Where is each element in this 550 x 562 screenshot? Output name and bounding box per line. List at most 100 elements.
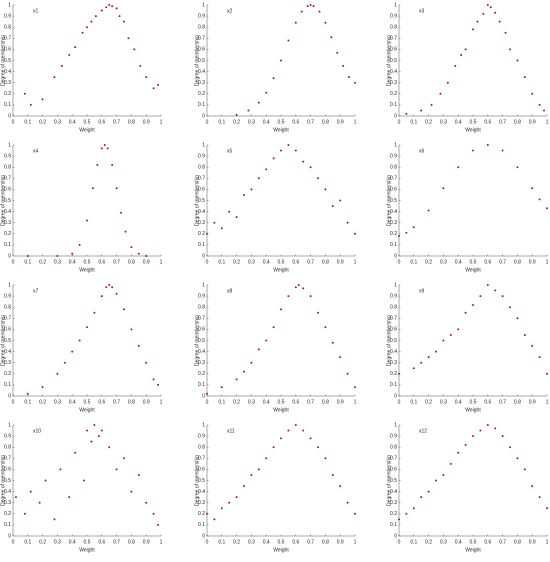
y-tick-label: 0.4 xyxy=(390,489,397,495)
point xyxy=(100,9,103,12)
point xyxy=(516,59,519,62)
x-axis-label: Weight xyxy=(465,267,481,273)
point xyxy=(100,147,103,150)
point xyxy=(250,188,253,191)
y-tick-label: 0.3 xyxy=(390,80,397,86)
point xyxy=(265,91,268,94)
y-tick-label: 0.4 xyxy=(390,69,397,75)
x-tick-label: 0.6 xyxy=(292,259,299,265)
point xyxy=(68,53,71,56)
y-axis-label: Degree of membership xyxy=(0,35,6,86)
point xyxy=(494,289,497,292)
point xyxy=(265,457,268,460)
point xyxy=(486,284,489,286)
point xyxy=(435,350,437,353)
y-tick-label: 0.6 xyxy=(198,47,205,53)
x-tick-label: 1 xyxy=(160,119,163,125)
y-tick-label: 0.1 xyxy=(390,522,397,528)
y-tick-label: 1 xyxy=(394,282,397,288)
point xyxy=(398,372,400,375)
y-tick-label: 0.2 xyxy=(4,511,11,517)
point xyxy=(137,473,140,476)
y-tick-label: 0.1 xyxy=(390,382,397,388)
y-tick-label: 0.1 xyxy=(4,522,11,528)
y-tick-label: 0.6 xyxy=(4,187,11,193)
point xyxy=(23,512,26,515)
x-tick-label: 0.8 xyxy=(514,399,521,405)
panel: 0 0.1 0.2 0.3 0.4 0.5 0.6 0.7 0.8 0.9 1 0 0.1 0.2 0.3 0… xyxy=(0,2,162,133)
x-tick-label: 0.2 xyxy=(425,399,432,405)
y-tick-label: 0.9 xyxy=(198,433,205,439)
x-tick-label: 0.3 xyxy=(440,399,447,405)
y-tick-label: 0.6 xyxy=(4,467,11,473)
point xyxy=(398,235,400,238)
x-tick-label: 0.1 xyxy=(24,539,31,545)
x-tick-label: 0 xyxy=(206,259,209,265)
point xyxy=(14,496,17,499)
x-tick-label: 0.8 xyxy=(514,539,521,545)
x-tick-label: 0.2 xyxy=(425,539,432,545)
x-tick-label: 0.8 xyxy=(322,539,329,545)
y-tick-label: 0.5 xyxy=(4,478,11,484)
point xyxy=(318,10,321,13)
x-tick-label: 0.7 xyxy=(499,399,506,405)
point xyxy=(427,490,430,493)
y-tick-label: 0.3 xyxy=(390,360,397,366)
x-tick-label: 0 xyxy=(12,119,15,125)
y-tick-label: 0.1 xyxy=(4,242,11,248)
point xyxy=(157,523,160,526)
y-tick-label: 0 xyxy=(394,393,397,399)
point xyxy=(130,490,133,493)
point xyxy=(302,160,305,163)
point xyxy=(120,211,123,214)
x-tick-label: 0.3 xyxy=(54,259,61,265)
x-tick-label: 0.7 xyxy=(307,119,314,125)
point xyxy=(330,36,333,39)
y-tick-label: 0.8 xyxy=(198,25,205,31)
x-tick-label: 0.4 xyxy=(263,119,270,125)
y-tick-label: 0.1 xyxy=(4,382,11,388)
point xyxy=(454,65,457,68)
point xyxy=(324,21,327,24)
point xyxy=(509,306,511,309)
x-axis-label: Weight xyxy=(79,127,95,133)
point xyxy=(543,109,546,112)
point xyxy=(157,383,160,386)
point xyxy=(26,255,29,257)
point xyxy=(56,372,59,375)
point xyxy=(472,435,474,438)
point xyxy=(501,295,504,298)
point xyxy=(464,311,467,314)
point xyxy=(336,51,339,54)
point xyxy=(41,386,44,389)
point xyxy=(501,435,504,438)
x-tick-label: 0.7 xyxy=(307,259,314,265)
x-tick-label: 0 xyxy=(398,399,401,405)
x-tick-label: 0 xyxy=(206,539,209,545)
panel: 0 0.1 0.2 0.3 0.4 0.5 0.6 0.7 0.8 0.9 1 0 0.1 0.2 0.3 0… xyxy=(194,2,356,133)
panel-title: x9 xyxy=(419,288,425,294)
x-tick-label: 0.4 xyxy=(69,119,76,125)
point xyxy=(78,339,81,342)
point xyxy=(446,81,449,84)
point xyxy=(538,103,541,106)
point xyxy=(111,286,114,289)
x-tick-label: 0.4 xyxy=(263,259,270,265)
y-tick-label: 0.8 xyxy=(4,25,11,31)
y-tick-label: 0.4 xyxy=(198,349,205,355)
point xyxy=(449,333,452,336)
x-tick-label: 0.6 xyxy=(484,539,491,545)
x-tick-label: 0.1 xyxy=(218,539,225,545)
y-tick-label: 0.4 xyxy=(4,209,11,215)
point xyxy=(228,501,231,504)
point xyxy=(100,295,103,298)
x-tick-label: 0.3 xyxy=(54,399,61,405)
point xyxy=(152,87,155,90)
y-tick-label: 0.9 xyxy=(390,13,397,19)
y-tick-label: 0.9 xyxy=(390,293,397,299)
point xyxy=(152,378,155,381)
y-tick-label: 0.3 xyxy=(198,500,205,506)
point xyxy=(287,429,290,432)
y-axis-label: Degree of membership xyxy=(386,315,392,366)
point xyxy=(100,429,103,432)
